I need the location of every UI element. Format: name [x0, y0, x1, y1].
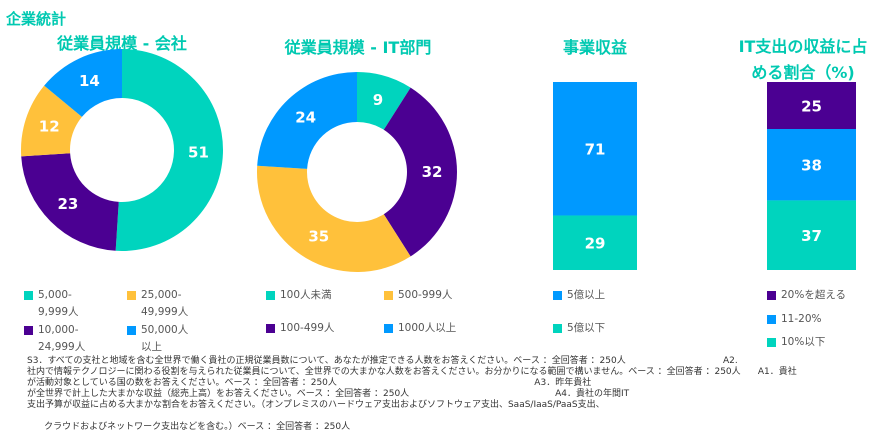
company-size-slice — [21, 153, 119, 251]
it-size-label: 32 — [422, 163, 443, 181]
it-spend-bar — [767, 200, 856, 270]
legend-swatch — [127, 326, 136, 335]
revenue-label: 71 — [585, 141, 606, 159]
legend-item: 50,000人 以上 — [141, 324, 189, 353]
company-size-label: 12 — [39, 117, 60, 135]
legend-swatch — [553, 291, 562, 300]
legend-item: 100-499人 — [280, 322, 335, 334]
company-size-label: 23 — [57, 195, 78, 213]
legend-swatch — [767, 291, 776, 300]
revenue-bar — [553, 82, 637, 216]
chart-title-it-size: 従業員規模 - IT部門 — [284, 38, 432, 57]
legend-swatch — [553, 324, 562, 333]
chart-title-revenue: 事業収益 — [562, 38, 627, 57]
legend-item: 10,000- 24,999人 — [38, 324, 86, 353]
company-size-label: 14 — [79, 72, 100, 90]
it-spend-label: 37 — [801, 227, 822, 245]
legend-item: 5,000- 9,999人 — [38, 289, 79, 318]
legend-item: 25,000- 49,999人 — [141, 289, 189, 318]
charts-canvas: 51 23 12 14 9 32 35 24 71 29 25 38 37 — [21, 49, 856, 272]
it-size-slice — [257, 72, 357, 169]
revenue-bar — [553, 215, 637, 270]
legend-item: 500-999人 — [398, 289, 453, 301]
legend-swatch — [767, 338, 776, 347]
revenue-label: 29 — [585, 235, 606, 253]
legend-swatch — [24, 291, 33, 300]
it-size-label: 35 — [308, 228, 329, 246]
it-spend-label: 38 — [801, 157, 822, 175]
it-spend-label: 25 — [801, 98, 822, 116]
chart-title-it-spend: IT支出の収益に占める割合（%) — [738, 37, 868, 82]
company-size-slice — [21, 85, 82, 157]
page-title: 企業統計 — [6, 10, 67, 28]
it-spend-bar — [767, 129, 856, 201]
legend-swatch — [266, 324, 275, 333]
company-size-slice — [44, 49, 122, 117]
chart-title-company-size: 従業員規模 - 会社 — [57, 34, 187, 53]
legend-swatch — [767, 315, 776, 324]
legend-swatch — [266, 291, 275, 300]
legend-swatch — [24, 326, 33, 335]
legend-swatch — [127, 291, 136, 300]
it-size-label: 9 — [373, 91, 383, 109]
footnote: S3．すべての支社と地域を含む全世界で働く貴社の正規従業員数について、あなたが推… — [27, 356, 797, 432]
company-size-slice — [115, 49, 224, 252]
legend-item: 5億以下 — [567, 322, 606, 334]
it-spend-bar — [767, 82, 856, 129]
legend-item: 1000人以上 — [398, 322, 457, 334]
legend-item: 100人未満 — [280, 289, 332, 301]
it-size-label: 24 — [295, 108, 316, 126]
legend-item: 10%以下 — [781, 336, 826, 348]
legend-item: 11-20% — [781, 313, 822, 325]
it-size-slice — [357, 72, 411, 130]
company-size-label: 51 — [188, 143, 209, 161]
it-size-slice — [383, 87, 457, 257]
legend-item: 20%を超える — [781, 289, 847, 301]
legend-item: 5億以上 — [567, 289, 606, 301]
legend-swatch — [384, 324, 393, 333]
legend-swatch — [384, 291, 393, 300]
it-size-slice — [257, 165, 411, 272]
